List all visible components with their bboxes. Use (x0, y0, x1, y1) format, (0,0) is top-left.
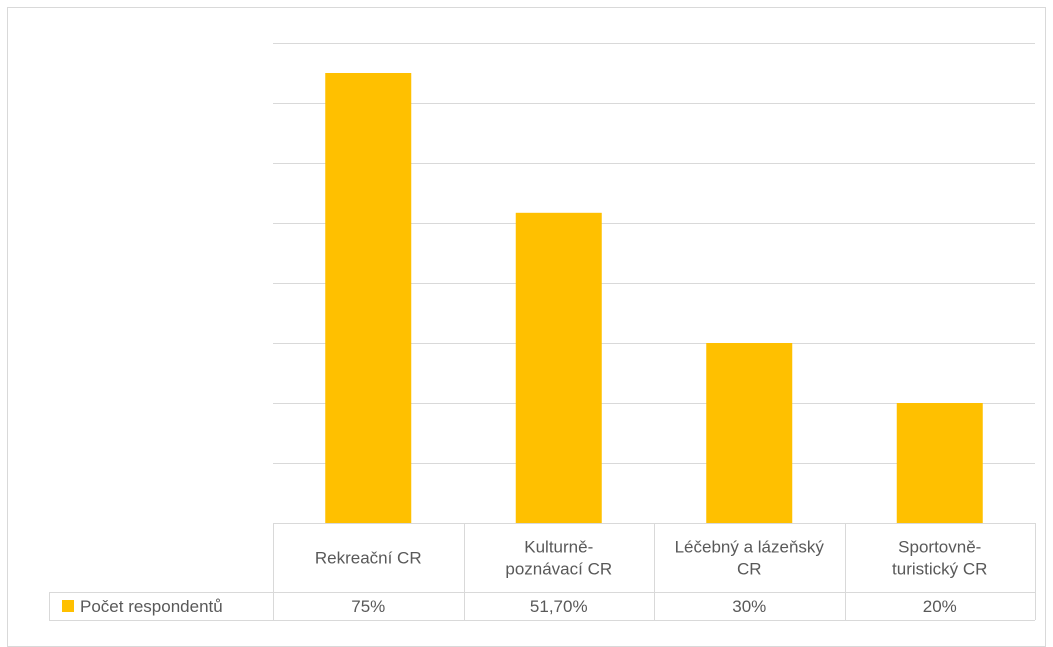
data-label: 51,70% (530, 597, 588, 616)
bar (515, 212, 602, 524)
category-label: Léčebný a lázeňský (675, 538, 825, 557)
category-label: turistický CR (892, 560, 987, 579)
data-label: 30% (732, 597, 766, 616)
bar (706, 343, 793, 523)
category-label: poznávací CR (505, 560, 612, 579)
data-table: Rekreační CR Kulturně-poznávací CR Léčebný… (49, 523, 1036, 621)
category-label: Kulturně- (524, 538, 593, 557)
category-label: Rekreační CR (315, 549, 422, 568)
data-label: 20% (923, 597, 957, 616)
legend-label: Počet respondentů (80, 597, 223, 616)
legend-key (62, 600, 74, 612)
category-label: CR (737, 560, 762, 579)
category-label: Sportovně- (898, 538, 981, 557)
data-label: 75% (351, 597, 385, 616)
bar-chart: Rekreační CR Kulturně-poznávací CR Léčebný… (49, 43, 1036, 621)
bars (325, 73, 983, 524)
bar (896, 403, 983, 523)
bar (325, 73, 412, 523)
